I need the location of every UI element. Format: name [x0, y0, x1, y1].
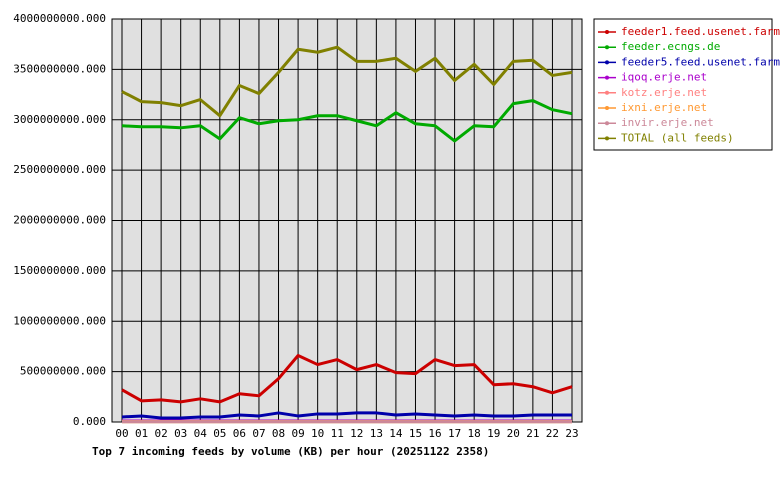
x-tick-label: 04 — [194, 427, 208, 440]
x-tick-label: 13 — [370, 427, 383, 440]
legend-label: iqoq.erje.net — [621, 71, 707, 84]
legend-label: invir.erje.net — [621, 116, 714, 129]
x-tick-label: 02 — [155, 427, 168, 440]
x-tick-label: 01 — [135, 427, 148, 440]
x-tick-label: 16 — [428, 427, 441, 440]
y-tick-label: 1000000000.000 — [13, 314, 106, 327]
legend-dot — [605, 106, 609, 110]
x-tick-label: 07 — [252, 427, 265, 440]
series-line — [121, 99, 573, 143]
series-line — [121, 354, 573, 404]
x-tick-label: 11 — [331, 427, 344, 440]
x-tick-label: 09 — [291, 427, 304, 440]
x-tick-label: 21 — [526, 427, 539, 440]
x-tick-label: 08 — [272, 427, 285, 440]
legend-dot — [605, 136, 609, 141]
x-tick-label: 03 — [174, 427, 187, 440]
legend-dot — [605, 60, 609, 65]
legend-label: feeder1.feed.usenet.farm — [621, 25, 780, 38]
series-line — [121, 45, 573, 118]
y-tick-label: 3000000000.000 — [13, 113, 106, 126]
legend-dot — [605, 90, 609, 95]
y-tick-label: 4000000000.000 — [13, 12, 106, 25]
x-tick-label: 12 — [350, 427, 363, 440]
legend-dot — [605, 45, 609, 50]
legend-label: TOTAL (all feeds) — [621, 131, 734, 144]
y-tick-label: 1500000000.000 — [13, 264, 106, 277]
x-tick-label: 20 — [507, 427, 520, 440]
x-tick-label: 06 — [233, 427, 246, 440]
legend-label: ixni.erje.net — [621, 101, 707, 114]
legend-box — [593, 18, 773, 151]
legend-dot — [605, 75, 609, 80]
x-tick-label: 05 — [213, 427, 226, 440]
x-tick-label: 14 — [389, 427, 403, 440]
legend-label: feeder5.feed.usenet.farm — [621, 55, 780, 68]
y-tick-label: 3500000000.000 — [13, 62, 106, 75]
chart-title: Top 7 incoming feeds by volume (KB) per … — [92, 445, 489, 458]
x-tick-label: 17 — [448, 427, 461, 440]
x-tick-label: 00 — [115, 427, 128, 440]
x-tick-label: 18 — [468, 427, 481, 440]
x-tick-label: 19 — [487, 427, 500, 440]
x-tick-label: 10 — [311, 427, 324, 440]
y-tick-label: 500000000.000 — [20, 365, 106, 378]
x-tick-label: 15 — [409, 427, 422, 440]
legend-dot — [605, 30, 609, 34]
y-tick-label: 2500000000.000 — [13, 163, 106, 176]
series-line — [121, 411, 572, 420]
x-tick-label: 22 — [546, 427, 559, 440]
legend-dot — [605, 121, 609, 126]
x-tick-label: 23 — [565, 427, 578, 440]
legend-label: feeder.ecngs.de — [621, 40, 720, 53]
y-tick-label: 2000000000.000 — [13, 214, 106, 227]
y-tick-label: 0.000 — [73, 415, 106, 428]
legend-label: kotz.erje.net — [621, 86, 707, 99]
